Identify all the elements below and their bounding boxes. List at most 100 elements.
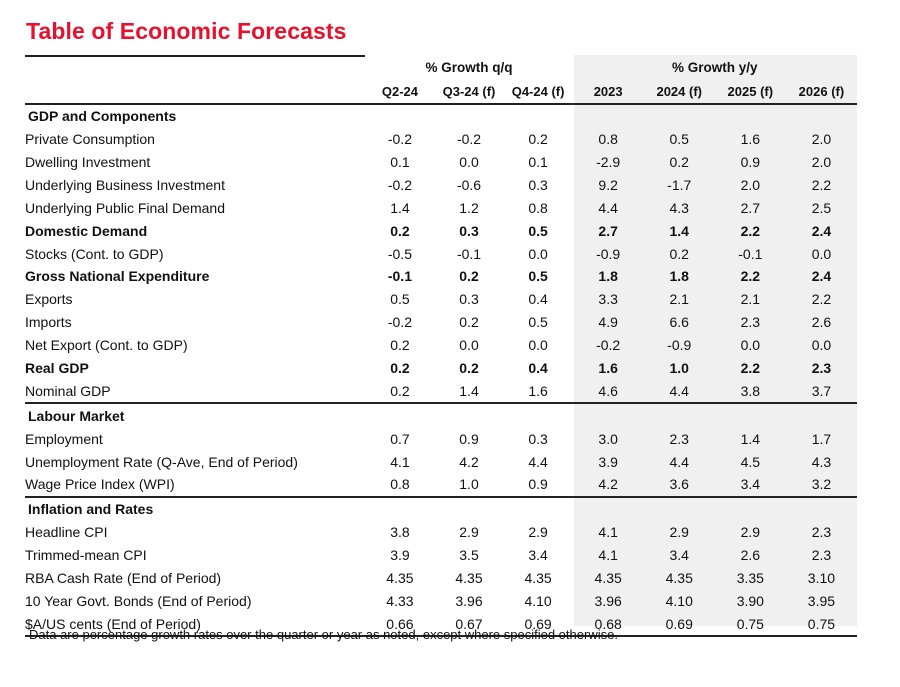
value-cell: 3.7	[785, 379, 857, 405]
table-row: Trimmed-mean CPI 3.9 3.5 3.4 4.1 3.4 2.6 2.3	[25, 544, 857, 567]
table-row: Exports 0.5 0.3 0.4 3.3 2.1 2.1 2.2	[25, 288, 857, 311]
row-label: 10 Year Govt. Bonds (End of Period)	[25, 592, 252, 609]
value-cell: 2.4	[811, 268, 832, 285]
value-cell: 3.9	[598, 453, 618, 470]
value-cell: 0.8	[598, 131, 618, 148]
value-cell: 2.9	[459, 524, 479, 541]
value-cell: -0.2	[387, 176, 412, 193]
value-cell: 4.1	[598, 547, 618, 564]
value-cell: 0.2	[528, 131, 548, 148]
value-cell: -0.6	[456, 176, 482, 193]
value-cell: 0.2	[390, 337, 410, 354]
value-cell: 0.1	[390, 154, 410, 170]
col-header: Q3-24 (f)	[434, 79, 504, 105]
value-cell: 1.4	[740, 430, 761, 447]
value-cell: 1.6	[598, 360, 618, 377]
value-cell: 4.35	[386, 570, 414, 587]
value-cell: 4.33	[386, 592, 414, 609]
row-label: Underlying Business Investment	[25, 176, 225, 193]
section-title: Inflation and Rates	[28, 501, 154, 518]
value-cell: 0.5	[669, 131, 689, 148]
value-cell: 0.67	[434, 612, 504, 638]
table-row: Headline CPI 3.8 2.9 2.9 4.1 2.9 2.9 2.3	[25, 521, 857, 544]
value-cell: 1.4	[669, 222, 689, 239]
value-cell: 0.0	[811, 337, 832, 354]
value-cell: 0.8	[365, 473, 435, 498]
value-cell: 2.7	[598, 222, 618, 239]
value-cell: 3.10	[807, 570, 836, 587]
value-cell: 4.35	[594, 570, 622, 587]
row-label: Exports	[25, 291, 73, 308]
value-cell: 2.2	[811, 176, 832, 193]
value-cell: 2.3	[740, 314, 761, 331]
value-cell: -0.5	[387, 245, 412, 262]
value-cell: 6.6	[669, 314, 689, 331]
value-cell: 3.2	[785, 473, 857, 498]
table-row: Wage Price Index (WPI) 0.8 1.0 0.9 4.2 3.6 3.4…	[25, 473, 857, 498]
row-label: Nominal GDP	[25, 379, 366, 405]
row-label: Underlying Public Final Demand	[25, 199, 225, 216]
table-row: Net Export (Cont. to GDP) 0.2 0.0 0.0 -0.2 -0…	[25, 334, 857, 357]
value-cell: 9.2	[598, 176, 618, 193]
value-cell: 0.0	[459, 337, 479, 354]
value-cell: 0.5	[528, 222, 548, 239]
value-cell: 0.9	[503, 473, 573, 498]
value-cell: 4.4	[528, 453, 548, 470]
value-cell: 3.96	[594, 592, 622, 609]
value-cell: 2.2	[740, 268, 761, 285]
value-cell: 4.2	[459, 453, 479, 470]
value-cell: 4.10	[665, 592, 693, 609]
col-header: 2024 (f)	[643, 79, 715, 105]
value-cell: 1.4	[434, 379, 504, 405]
table-row: Employment 0.7 0.9 0.3 3.0 2.3 1.4 1.7	[25, 427, 857, 450]
value-cell: 1.6	[740, 131, 761, 148]
row-label: Stocks (Cont. to GDP)	[25, 245, 164, 262]
page-title: Table of Economic Forecasts	[26, 18, 347, 44]
value-cell: -0.1	[738, 245, 763, 262]
section-title: Labour Market	[28, 407, 125, 424]
value-cell: 1.0	[434, 473, 504, 498]
footnote: Data are percentage growth rates over th…	[29, 627, 618, 642]
col-header: 2026 (f)	[785, 79, 857, 105]
value-cell: 0.75	[714, 612, 786, 638]
table-row: Unemployment Rate (Q-Ave, End of Period)…	[25, 450, 857, 473]
table-row: Nominal GDP 0.2 1.4 1.6 4.6 4.4 3.8 3.7	[25, 379, 857, 405]
value-cell: -0.1	[387, 268, 412, 285]
table-row: Underlying Business Investment -0.2 -0.6 0.…	[25, 173, 857, 196]
value-cell: 2.6	[811, 314, 832, 331]
value-cell: 4.9	[598, 314, 618, 331]
value-cell: -0.9	[667, 337, 692, 354]
value-cell: -0.2	[387, 131, 412, 148]
value-cell: 3.90	[736, 592, 764, 609]
value-cell: 0.0	[528, 337, 548, 354]
value-cell: 0.2	[459, 360, 479, 377]
value-cell: -0.2	[596, 337, 621, 354]
value-cell: 2.2	[811, 291, 832, 308]
section-header-row: GDP and Components	[25, 104, 857, 128]
section-header-row: Inflation and Rates	[25, 497, 857, 521]
table-row: Imports -0.2 0.2 0.5 4.9 6.6 2.3 2.6	[25, 311, 857, 334]
value-cell: 0.2	[390, 222, 410, 239]
row-label: Unemployment Rate (Q-Ave, End of Period)	[25, 453, 298, 470]
row-label: Real GDP	[25, 360, 89, 377]
value-cell: -0.2	[456, 131, 482, 148]
value-cell: 0.75	[785, 612, 857, 638]
value-cell: 3.8	[714, 379, 786, 405]
value-cell: 2.3	[811, 547, 832, 564]
value-cell: 3.3	[598, 291, 618, 308]
value-cell: 2.5	[811, 199, 832, 216]
value-cell: 2.0	[740, 176, 761, 193]
row-label: Net Export (Cont. to GDP)	[25, 337, 188, 354]
value-cell: 4.4	[643, 379, 715, 405]
row-label: Wage Price Index (WPI)	[25, 473, 366, 498]
value-cell: 1.8	[598, 268, 618, 285]
value-cell: 1.4	[390, 199, 410, 216]
value-cell: 2.1	[740, 291, 761, 308]
header-column-row: Q2-24 Q3-24 (f) Q4-24 (f) 2023 2024 (f) …	[25, 79, 857, 105]
value-cell: 4.4	[669, 453, 689, 470]
row-label: Dwelling Investment	[25, 154, 151, 170]
value-cell: 0.68	[572, 612, 644, 638]
value-cell: 0.3	[459, 222, 479, 239]
table-row: Dwelling Investment 0.1 0.0 0.1 -2.9 0.2 0.9 2.…	[25, 151, 857, 174]
value-cell: 4.35	[665, 570, 693, 587]
